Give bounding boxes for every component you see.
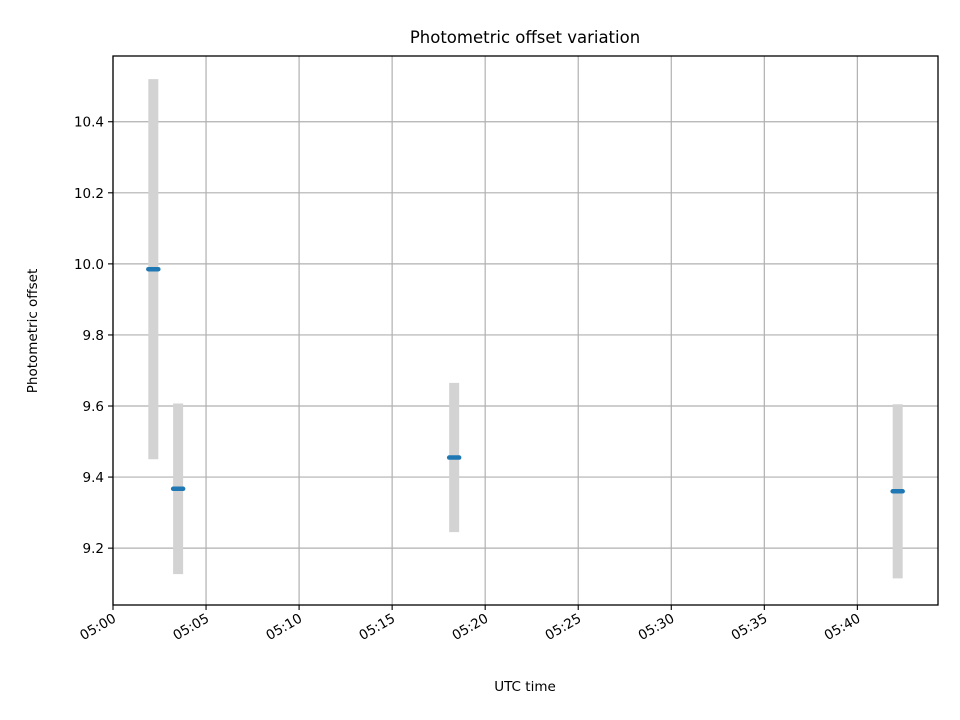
chart-title: Photometric offset variation [410, 28, 640, 47]
x-axis-label: UTC time [494, 679, 556, 695]
y-tick-label: 9.4 [83, 470, 104, 486]
y-tick-label: 9.2 [83, 541, 104, 557]
y-tick-label: 9.6 [83, 399, 104, 415]
data-markers [146, 266, 905, 494]
y-axis-ticks: 9.2 9.4 9.6 9.8 10.0 10.2 10.4 [74, 115, 113, 557]
y-tick-label: 10.4 [74, 115, 104, 131]
y-axis-label: Photometric offset [25, 269, 41, 393]
plot-frame [112, 55, 939, 606]
y-tick-label: 10.0 [74, 257, 104, 273]
y-tick-label: 10.2 [74, 186, 104, 202]
grid [112, 56, 938, 605]
y-tick-label: 9.8 [83, 328, 104, 344]
